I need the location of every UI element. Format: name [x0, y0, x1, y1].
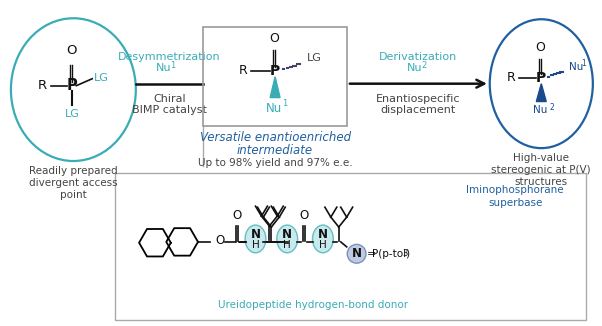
Text: Chiral: Chiral — [154, 94, 186, 104]
Text: Iminophosphorane: Iminophosphorane — [467, 185, 564, 195]
Text: structures: structures — [515, 177, 568, 187]
Text: N: N — [250, 229, 261, 242]
Text: Nu: Nu — [533, 106, 547, 115]
Text: R: R — [507, 71, 515, 84]
Text: P: P — [536, 71, 547, 85]
Text: O: O — [215, 234, 225, 247]
Polygon shape — [270, 77, 280, 97]
Ellipse shape — [347, 244, 366, 263]
Text: 2: 2 — [421, 61, 427, 70]
Text: Readily prepared: Readily prepared — [29, 166, 117, 176]
Text: O: O — [66, 44, 76, 57]
Text: P(p-tol): P(p-tol) — [373, 249, 411, 259]
Text: Nu: Nu — [156, 63, 172, 73]
Text: O: O — [535, 41, 545, 54]
Text: superbase: superbase — [488, 198, 542, 208]
Text: LG: LG — [307, 53, 321, 63]
Text: P: P — [67, 78, 78, 93]
Text: O: O — [299, 209, 309, 222]
Text: O: O — [269, 32, 279, 45]
Text: O: O — [232, 209, 241, 222]
Text: stereogenic at P(V): stereogenic at P(V) — [491, 165, 591, 175]
Ellipse shape — [245, 225, 266, 253]
Polygon shape — [536, 84, 546, 101]
Bar — [115, 173, 586, 319]
Text: H: H — [284, 240, 291, 250]
Bar — [203, 27, 347, 126]
Text: LG: LG — [94, 73, 109, 83]
Text: N: N — [318, 229, 328, 242]
Ellipse shape — [277, 225, 297, 253]
Text: 1: 1 — [170, 61, 176, 70]
Text: Versatile enantioenriched: Versatile enantioenriched — [199, 131, 351, 144]
Text: H: H — [252, 240, 259, 250]
Text: N: N — [352, 247, 362, 260]
Text: Enantiospecific: Enantiospecific — [376, 94, 461, 104]
Text: H: H — [319, 240, 327, 250]
Text: Nu: Nu — [266, 101, 282, 114]
Text: BIMP catalyst: BIMP catalyst — [132, 106, 207, 115]
Text: 2: 2 — [549, 102, 554, 111]
Ellipse shape — [312, 225, 334, 253]
Text: Desymmetrization: Desymmetrization — [118, 52, 221, 62]
Text: displacement: displacement — [380, 106, 456, 115]
Text: point: point — [60, 190, 87, 200]
Text: N: N — [282, 229, 292, 242]
Text: divergent access: divergent access — [29, 178, 117, 188]
Text: Up to 98% yield and 97% e.e.: Up to 98% yield and 97% e.e. — [198, 158, 352, 168]
Text: P: P — [270, 64, 281, 78]
Text: intermediate: intermediate — [237, 144, 313, 157]
Text: R: R — [37, 79, 46, 92]
Text: 1: 1 — [581, 59, 586, 68]
Text: 1: 1 — [282, 98, 287, 108]
Text: Nu: Nu — [569, 62, 583, 72]
Text: R: R — [238, 64, 247, 77]
Text: High-value: High-value — [514, 153, 569, 163]
Text: Derivatization: Derivatization — [379, 52, 458, 62]
Text: Nu: Nu — [406, 63, 422, 73]
Text: Ureidopeptide hydrogen-bond donor: Ureidopeptide hydrogen-bond donor — [218, 300, 408, 310]
Text: LG: LG — [65, 110, 80, 119]
Text: =: = — [367, 249, 376, 259]
Text: 3: 3 — [402, 249, 408, 258]
